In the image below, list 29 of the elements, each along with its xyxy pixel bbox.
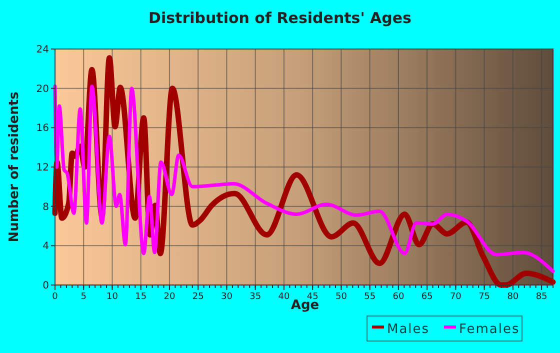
x-tick-label: 50 — [335, 292, 348, 302]
x-tick-label: 85 — [536, 292, 548, 302]
y-tick-label: 20 — [36, 84, 49, 95]
line-series — [53, 84, 555, 273]
y-tick-label: 12 — [36, 162, 49, 174]
x-tick-label: 15 — [135, 292, 147, 302]
x-tick-label: 55 — [364, 292, 376, 302]
x-tick-label: 35 — [250, 292, 262, 302]
x-tick-label: 0 — [52, 292, 58, 302]
x-tick-label: 30 — [221, 292, 233, 302]
y-axis-title: Number of residents — [7, 91, 22, 242]
x-tick-label: 75 — [478, 292, 490, 302]
x-tick-label: 65 — [421, 292, 433, 302]
x-tick-label: 70 — [450, 292, 462, 302]
chart-title: Distribution of Residents' Ages — [148, 9, 412, 27]
x-tick-label: 60 — [392, 292, 404, 302]
x-tick-label: 40 — [278, 292, 290, 302]
x-tick-label: 25 — [192, 292, 204, 302]
y-tick-label: 0 — [42, 280, 49, 292]
y-tick-label: 4 — [42, 241, 49, 252]
y-tick-label: 8 — [42, 202, 49, 213]
y-tick-label: 16 — [36, 123, 49, 134]
x-tick-label: 80 — [507, 292, 519, 302]
legend-label: Females — [459, 322, 520, 337]
x-tick-label: 20 — [164, 292, 176, 302]
x-tick-label: 10 — [106, 292, 118, 302]
x-tick-label: 5 — [80, 292, 86, 302]
legend-label: Males — [387, 322, 430, 337]
y-tick-label: 24 — [36, 44, 49, 56]
